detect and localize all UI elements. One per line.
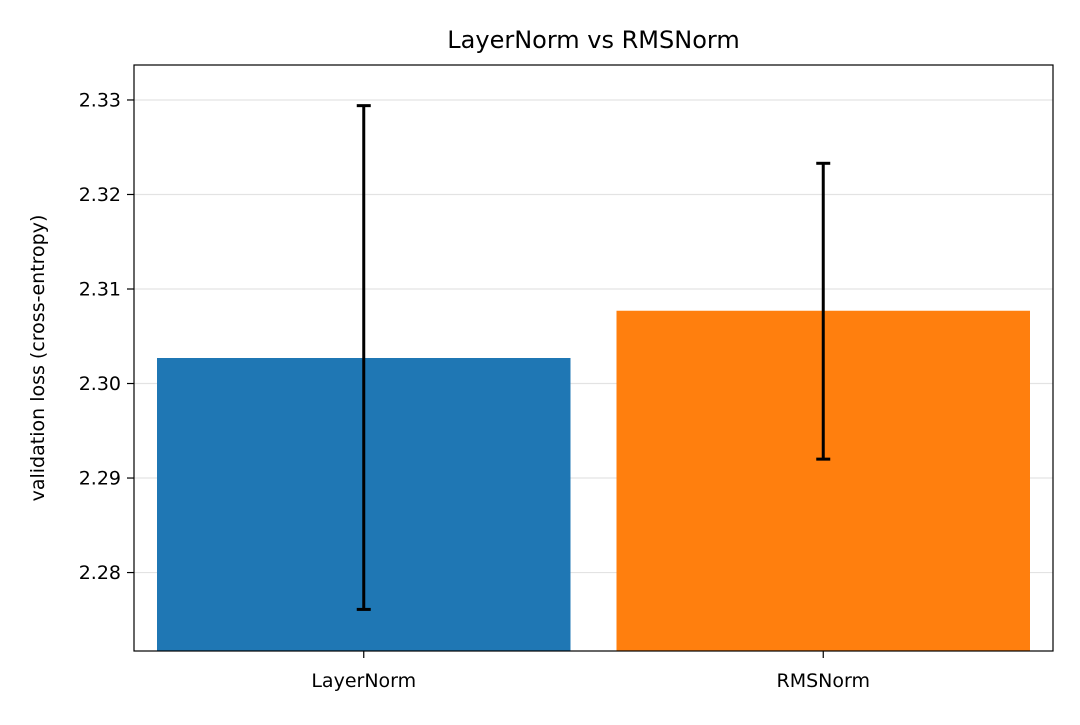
- plot-frame: [133, 64, 1054, 652]
- y-axis-ticks: 2.28 2.29 2.30 2.31 2.32 2.33: [79, 89, 134, 584]
- y-tick-label: 2.33: [79, 89, 121, 111]
- y-tick-label: 2.29: [79, 468, 121, 490]
- y-tick-label: 2.30: [79, 373, 121, 395]
- x-tick-label: RMSNorm: [777, 670, 870, 692]
- y-tick-label: 2.31: [79, 279, 121, 301]
- x-axis-ticks: LayerNorm RMSNorm: [311, 651, 870, 692]
- y-axis-label: validation loss (cross-entropy): [27, 215, 49, 502]
- x-tick-label: LayerNorm: [311, 670, 416, 692]
- y-tick-label: 2.28: [79, 562, 121, 584]
- error-bar-layernorm: [356, 104, 371, 611]
- error-bar-rmsnorm: [816, 161, 831, 461]
- y-tick-label: 2.32: [79, 184, 121, 206]
- error-bars: [356, 104, 831, 611]
- chart-title: LayerNorm vs RMSNorm: [447, 26, 739, 54]
